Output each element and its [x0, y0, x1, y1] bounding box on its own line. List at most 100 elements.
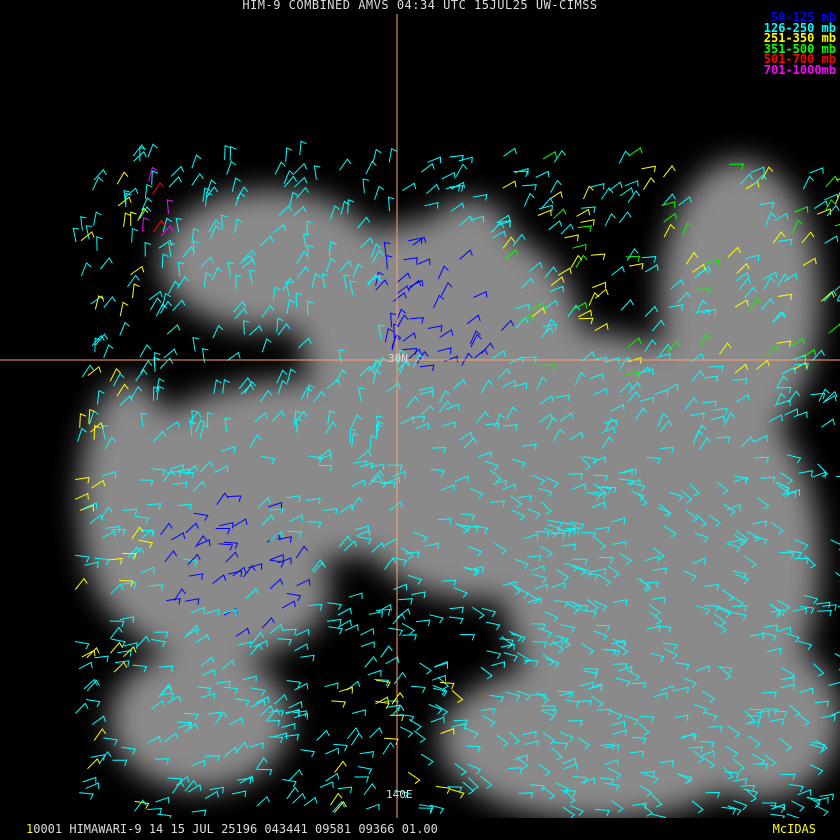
wind-barb: [375, 424, 383, 439]
wind-barb: [572, 558, 588, 566]
wind-barb: [334, 800, 347, 813]
wind-barb: [265, 720, 281, 727]
wind-barb: [745, 180, 760, 190]
wind-barb: [680, 490, 693, 504]
wind-barb: [119, 395, 133, 406]
wind-barb: [203, 272, 212, 287]
wind-barb: [749, 633, 765, 640]
wind-barb: [583, 572, 599, 581]
wind-barb: [625, 255, 641, 263]
wind-barb: [338, 535, 352, 548]
wind-barb: [510, 495, 523, 508]
wind-barb: [678, 774, 693, 783]
wind-barb: [550, 276, 565, 287]
wind-barb: [388, 627, 404, 636]
wind-barb: [152, 181, 165, 195]
wind-barb: [780, 683, 795, 691]
wind-barb: [660, 684, 675, 692]
wind-barb: [458, 156, 473, 164]
wind-barb: [200, 656, 215, 667]
wind-barb: [601, 426, 616, 434]
wind-barb: [540, 545, 554, 558]
wind-barb: [511, 458, 526, 469]
wind-barb: [162, 217, 173, 232]
wind-barb: [289, 514, 304, 523]
wind-barb: [690, 412, 705, 419]
wind-barb: [147, 143, 158, 158]
wind-barb: [257, 768, 273, 776]
wind-barb: [237, 641, 252, 649]
wind-barb: [131, 546, 145, 559]
wind-barb: [225, 551, 239, 563]
wind-barb: [560, 223, 574, 235]
wind-barb: [243, 564, 256, 578]
wind-barb: [644, 773, 659, 784]
wind-barb: [370, 463, 385, 470]
wind-barb: [691, 370, 705, 382]
wind-barb: [388, 147, 398, 163]
wind-barb: [558, 635, 572, 649]
wind-barb: [188, 573, 204, 580]
wind-barb: [440, 484, 455, 491]
wind-barb: [235, 274, 242, 290]
wind-barb: [512, 382, 528, 390]
wind-barb: [418, 804, 434, 813]
wind-barb: [391, 333, 402, 348]
wind-barb: [592, 356, 607, 364]
wind-barb: [522, 356, 537, 363]
wind-barb: [723, 503, 736, 516]
wind-barb: [94, 557, 110, 566]
wind-barb: [695, 424, 707, 439]
wind-barb: [207, 411, 214, 427]
wind-barb: [580, 219, 595, 226]
wind-barb: [239, 775, 254, 784]
wind-barb: [294, 410, 302, 426]
wind-barb: [774, 392, 786, 407]
wind-barb: [581, 643, 595, 656]
wind-barb: [169, 464, 184, 471]
wind-barb: [770, 609, 785, 616]
wind-barb: [515, 316, 529, 329]
wind-barb: [753, 536, 768, 546]
legend-item: 50-125 mb: [770, 10, 836, 24]
wind-barb: [285, 147, 293, 162]
wind-barb: [772, 710, 788, 718]
wind-barb: [594, 322, 609, 332]
wind-barb: [140, 529, 155, 537]
wind-barb: [124, 187, 139, 198]
wind-barb: [799, 606, 815, 614]
wind-barb: [139, 343, 152, 358]
wind-barb: [445, 184, 460, 192]
wind-barb: [172, 299, 186, 311]
wind-barb: [501, 483, 516, 491]
wind-barb: [593, 600, 608, 612]
wind-barb: [824, 193, 839, 201]
wind-barb: [627, 390, 641, 403]
wind-barb: [473, 525, 489, 534]
wind-barb: [382, 741, 395, 755]
wind-barb: [222, 379, 231, 394]
wind-barb: [611, 800, 624, 813]
wind-barb: [151, 639, 166, 648]
wind-barb: [191, 759, 206, 767]
wind-barb: [433, 294, 445, 309]
wind-barb: [732, 605, 748, 612]
wind-barb: [719, 667, 732, 681]
wind-barb: [175, 468, 190, 475]
wind-barb: [825, 175, 839, 187]
wind-barb: [325, 772, 340, 782]
wind-barb: [787, 550, 802, 559]
wind-barb: [648, 603, 662, 617]
wind-barb: [740, 784, 755, 792]
wind-barb: [522, 184, 537, 191]
wind-barb: [176, 721, 192, 729]
wind-barb: [75, 476, 90, 484]
wind-barb: [582, 609, 597, 618]
wind-barb: [83, 678, 98, 690]
wind-barb: [493, 542, 508, 555]
wind-barb: [762, 632, 777, 642]
cloud-area: [80, 380, 180, 620]
wind-barb: [548, 640, 563, 647]
wind-barb: [459, 215, 473, 226]
wind-barb: [542, 787, 556, 800]
